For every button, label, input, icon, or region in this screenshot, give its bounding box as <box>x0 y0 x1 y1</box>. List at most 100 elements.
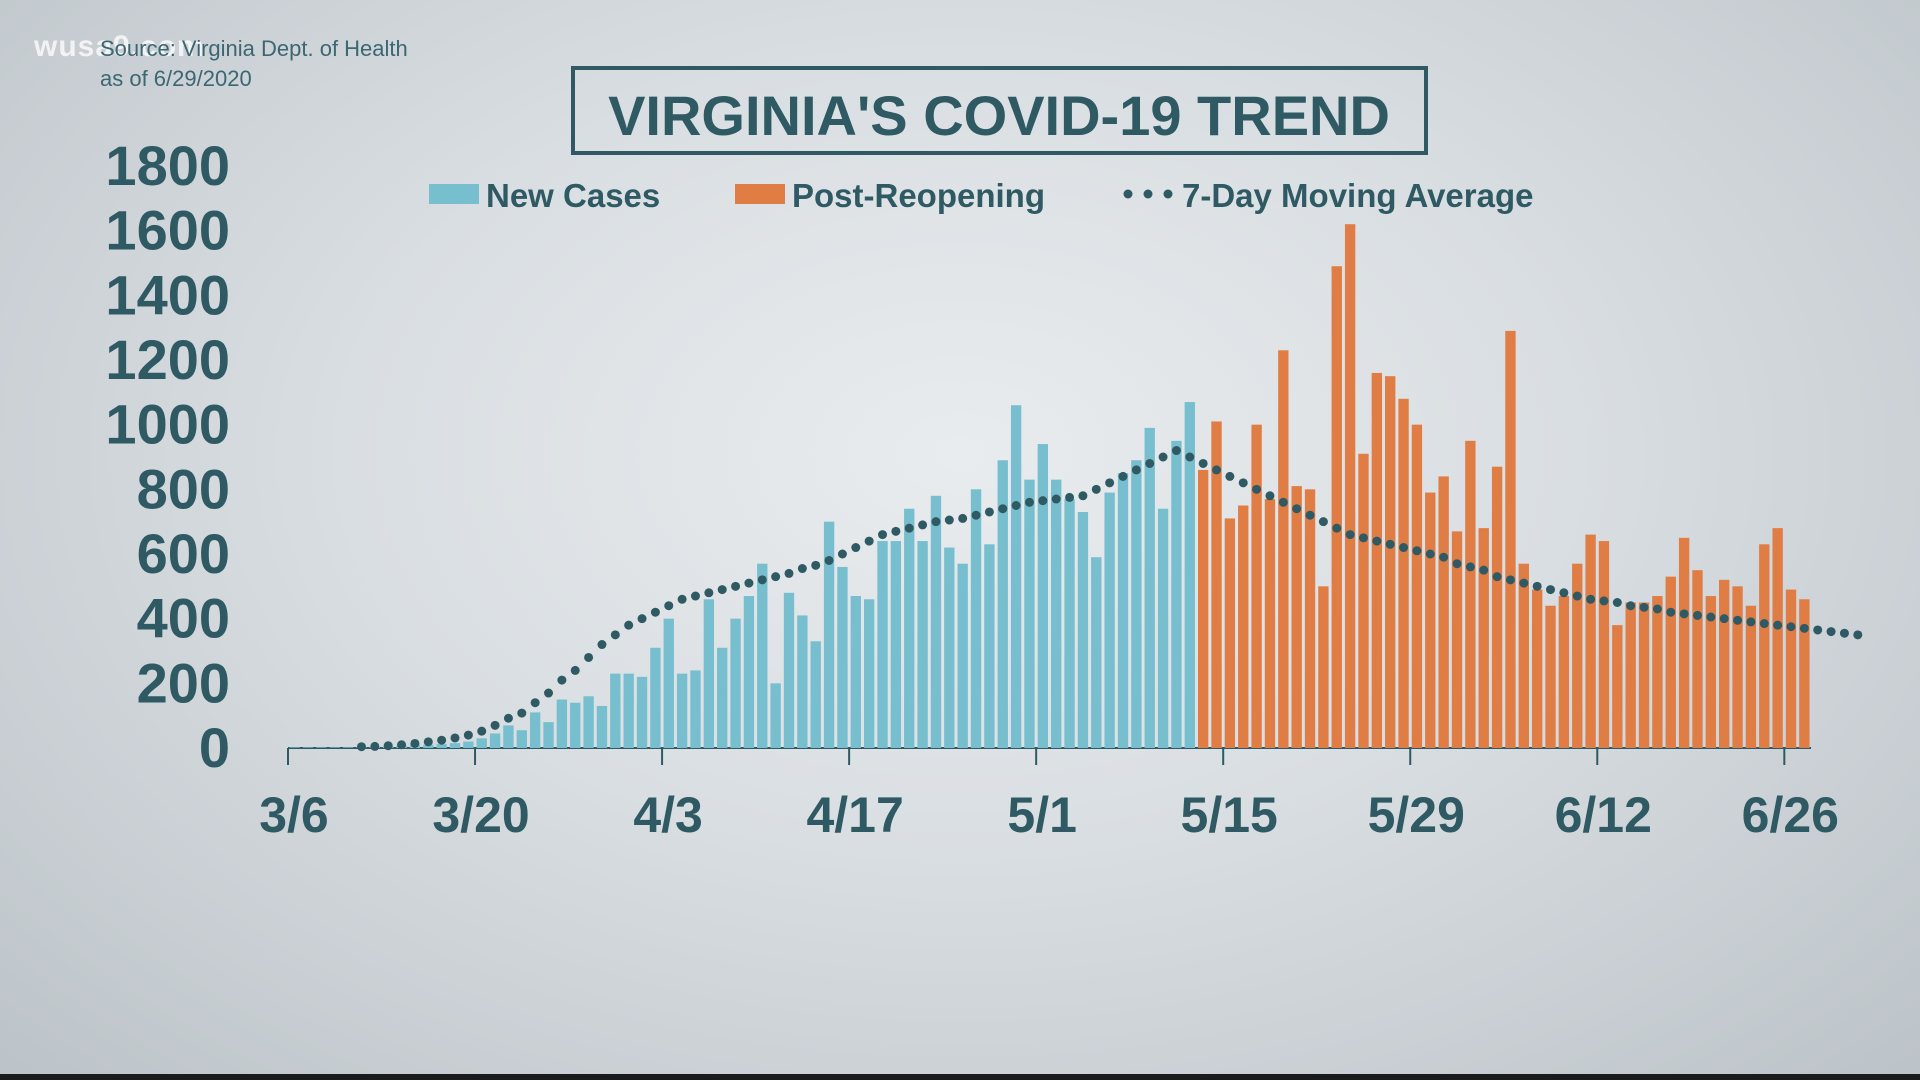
bar-new-cases <box>783 592 795 748</box>
bar-post-reopening <box>1358 453 1369 748</box>
bar-post-reopening <box>1692 570 1703 748</box>
bar-new-cases <box>1024 479 1035 748</box>
x-tick-label: 3/6 <box>259 787 329 843</box>
bar-post-reopening <box>1719 579 1730 748</box>
moving-average-point <box>717 585 727 595</box>
moving-average-point <box>1652 604 1662 614</box>
moving-average-point <box>1118 471 1128 481</box>
moving-average-point <box>1145 458 1155 468</box>
moving-average-point <box>503 713 513 723</box>
moving-average-point <box>1252 484 1262 494</box>
bar-post-reopening <box>1291 486 1302 748</box>
bar-new-cases <box>1010 405 1022 748</box>
legend-label-new-cases: New Cases <box>486 177 660 214</box>
moving-average-point <box>557 675 567 685</box>
moving-average-point <box>1158 452 1168 462</box>
moving-average-point <box>837 549 847 559</box>
bar-new-cases <box>890 541 902 748</box>
moving-average-point <box>731 581 741 591</box>
legend-label-moving-average: 7-Day Moving Average <box>1182 177 1534 214</box>
moving-average-point <box>1305 510 1315 520</box>
bar-post-reopening <box>1799 599 1810 748</box>
bar-post-reopening <box>1545 605 1556 748</box>
moving-average-point <box>1212 465 1222 475</box>
moving-average-point <box>1185 452 1195 462</box>
moving-average-point <box>891 526 901 536</box>
bar-post-reopening <box>1398 398 1409 748</box>
moving-average-point <box>1719 614 1729 624</box>
bar-new-cases <box>1051 479 1062 748</box>
moving-average-point <box>1626 601 1636 611</box>
bar-post-reopening <box>1598 541 1610 748</box>
chart-legend: New Cases Post-Reopening 7-Day Moving Av… <box>429 177 1534 214</box>
moving-average-point <box>1385 539 1395 549</box>
legend-dot-3 <box>1163 189 1173 199</box>
moving-average-point <box>931 517 941 527</box>
bar-new-cases <box>316 747 327 748</box>
bar-new-cases <box>1064 499 1075 748</box>
moving-average-point <box>1599 596 1609 606</box>
moving-average-point <box>1399 543 1409 553</box>
x-tick-label: 6/12 <box>1555 787 1652 843</box>
bar-new-cases <box>543 722 554 748</box>
bar-post-reopening <box>1652 596 1663 748</box>
bar-new-cases <box>797 615 808 748</box>
moving-average-point <box>397 740 407 750</box>
bar-new-cases <box>570 702 581 748</box>
moving-average-point <box>757 575 767 585</box>
moving-average-point <box>1332 523 1342 533</box>
bar-new-cases <box>596 705 608 748</box>
bar-new-cases <box>610 673 621 748</box>
moving-average-point <box>904 523 914 533</box>
moving-average-point <box>677 594 687 604</box>
moving-average-point <box>477 726 487 736</box>
bar-new-cases <box>770 683 781 748</box>
moving-average-point <box>544 688 554 698</box>
bar-post-reopening <box>1278 350 1289 748</box>
bar-post-reopening <box>1785 589 1797 748</box>
bar-new-cases <box>463 741 474 748</box>
bar-new-cases <box>717 647 728 748</box>
legend-label-post-reopening: Post-Reopening <box>792 177 1045 214</box>
bar-new-cases <box>944 547 955 748</box>
x-tick-label: 5/15 <box>1181 787 1278 843</box>
moving-average-point <box>1358 533 1368 543</box>
moving-average-point <box>851 543 861 553</box>
moving-average-point <box>530 698 540 708</box>
x-tick-label: 6/26 <box>1742 787 1839 843</box>
bar-new-cases <box>690 670 701 748</box>
bar-new-cases <box>1104 492 1115 748</box>
bar-new-cases <box>837 566 848 748</box>
bar-post-reopening <box>1638 602 1650 748</box>
bar-post-reopening <box>1572 563 1583 748</box>
moving-average-point <box>637 614 647 624</box>
moving-average-point <box>878 530 888 540</box>
moving-average-point <box>570 665 580 675</box>
moving-average-point <box>1572 591 1582 601</box>
bar-new-cases <box>476 738 487 748</box>
bar-post-reopening <box>1705 596 1717 748</box>
moving-average-point <box>944 515 954 525</box>
bar-new-cases <box>636 676 648 748</box>
bar-post-reopening <box>1304 489 1316 748</box>
bar-new-cases <box>503 725 514 748</box>
bar-new-cases <box>516 730 527 748</box>
bar-new-cases <box>904 508 915 748</box>
bar-post-reopening <box>1491 466 1503 748</box>
moving-average-point <box>1412 546 1422 556</box>
bar-post-reopening <box>1451 531 1463 748</box>
y-tick-label: 200 <box>137 651 230 714</box>
moving-average-point <box>1372 536 1382 546</box>
chart-title: VIRGINIA'S COVID-19 TREND <box>608 84 1390 147</box>
bar-new-cases <box>1117 473 1129 748</box>
moving-average-point <box>1011 501 1021 510</box>
moving-average-point <box>1853 630 1863 640</box>
bar-post-reopening <box>1745 605 1757 748</box>
bar-post-reopening <box>1331 266 1342 748</box>
source-line: Source: Virginia Dept. of Health <box>100 36 408 61</box>
y-tick-label: 0 <box>199 716 230 779</box>
bar-post-reopening <box>1759 544 1770 748</box>
y-tick-label: 400 <box>137 587 230 650</box>
moving-average-point <box>383 741 393 751</box>
bar-post-reopening <box>1558 596 1570 748</box>
